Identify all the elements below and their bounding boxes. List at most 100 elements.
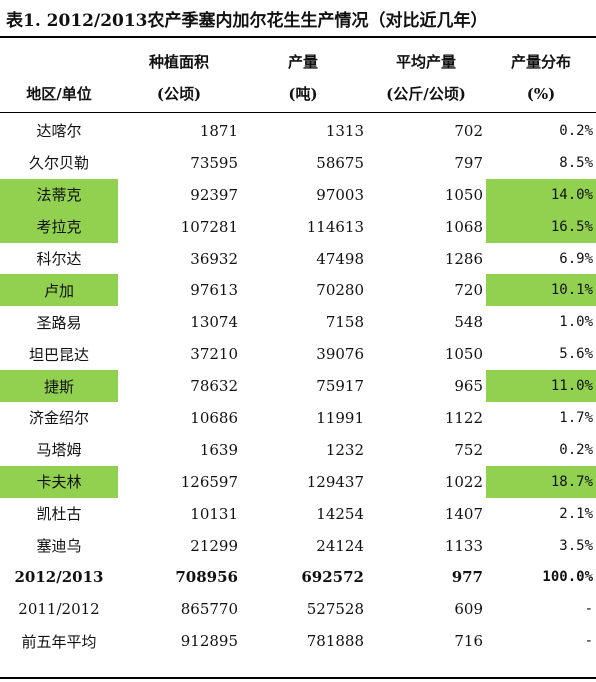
- yield-cell: 716: [454, 632, 483, 651]
- area-cell: 78632: [190, 377, 238, 396]
- table-row: 达喀尔 1871 1313 702 0.2%: [0, 115, 596, 147]
- area-cell: 97613: [190, 281, 238, 300]
- production-cell: 129437: [306, 472, 364, 491]
- production-cell: 75917: [316, 377, 364, 396]
- header-area: 种植面积 (公顷): [118, 46, 240, 110]
- yield-cell: 797: [454, 153, 483, 172]
- production-cell: 39076: [316, 345, 364, 364]
- table-row: 捷斯 78632 75917 965 11.0%: [0, 370, 596, 403]
- region-cell: 卡夫林: [0, 465, 118, 498]
- yield-cell: 720: [454, 281, 483, 300]
- region-cell: 久尔贝勒: [28, 154, 89, 173]
- region-cell: 前五年平均: [21, 632, 97, 651]
- region-cell: 法蒂克: [0, 178, 118, 211]
- yield-cell: 1122: [444, 408, 483, 427]
- table-row: 塞迪乌 21299 24124 1133 3.5%: [0, 530, 596, 562]
- header-area-line1: 种植面积: [148, 53, 209, 71]
- area-cell: 1639: [199, 440, 238, 459]
- header-share: 产量分布 (%): [486, 46, 596, 110]
- header-region-line1: [0, 46, 118, 78]
- region-cell: 2012/2013: [14, 568, 104, 587]
- area-cell: 36932: [190, 249, 238, 268]
- table-row: 济金绍尔 10686 11991 1122 1.7%: [0, 402, 596, 434]
- table-row: 久尔贝勒 73595 58675 797 8.5%: [0, 147, 596, 179]
- header-yield-line2: (公斤/公顷): [386, 85, 466, 103]
- table-row: 凯杜古 10131 14254 1407 2.1%: [0, 498, 596, 530]
- header-production: 产量 (吨): [240, 46, 366, 110]
- table-row: 2011/2012 865770 527528 609 -: [0, 593, 596, 625]
- yield-cell: 752: [454, 440, 483, 459]
- yield-cell: 1050: [444, 345, 483, 364]
- share-cell: 14.0%: [486, 178, 596, 211]
- area-cell: 107281: [180, 217, 238, 236]
- area-cell: 10686: [190, 408, 238, 427]
- table-row: 卢加 97613 70280 720 10.1%: [0, 274, 596, 307]
- yield-cell: 1133: [444, 536, 483, 555]
- header-region-line2: 地区/单位: [26, 85, 92, 103]
- area-cell: 73595: [190, 153, 238, 172]
- region-cell: 凯杜古: [36, 505, 82, 524]
- share-cell: -: [584, 633, 593, 650]
- header-share-line1: 产量分布: [510, 53, 571, 71]
- table-row: 考拉克 107281 114613 1068 16.5%: [0, 210, 596, 243]
- region-cell: 捷斯: [0, 370, 118, 403]
- share-cell: 5.6%: [559, 346, 593, 363]
- table-row: 科尔达 36932 47498 1286 6.9%: [0, 243, 596, 275]
- table-row: 马塔姆 1639 1232 752 0.2%: [0, 434, 596, 466]
- area-cell: 13074: [190, 313, 238, 332]
- production-cell: 1232: [325, 440, 364, 459]
- table-body: 达喀尔 1871 1313 702 0.2% 久尔贝勒 73595 58675 797 8.5% 法…: [0, 115, 596, 657]
- share-cell: 0.2%: [559, 441, 593, 458]
- production-cell: 7158: [325, 313, 364, 332]
- region-cell: 考拉克: [0, 210, 118, 243]
- share-cell: 16.5%: [486, 210, 596, 243]
- share-cell: 10.1%: [486, 274, 596, 307]
- area-cell: 1871: [199, 121, 238, 140]
- share-cell: 1.0%: [559, 314, 593, 331]
- region-cell: 圣路易: [36, 313, 82, 332]
- header-area-line2: (公顷): [156, 85, 202, 103]
- yield-cell: 1050: [444, 185, 483, 204]
- yield-cell: 977: [451, 568, 483, 587]
- table-row: 卡夫林 126597 129437 1022 18.7%: [0, 465, 596, 498]
- yield-cell: 548: [454, 313, 483, 332]
- region-cell: 卢加: [0, 274, 118, 307]
- yield-cell: 609: [454, 600, 483, 619]
- area-cell: 10131: [190, 504, 238, 523]
- yield-cell: 1407: [444, 504, 483, 523]
- yield-cell: 1286: [444, 249, 483, 268]
- share-cell: 0.2%: [559, 122, 593, 139]
- share-cell: 3.5%: [559, 537, 593, 554]
- table-row: 圣路易 13074 7158 548 1.0%: [0, 306, 596, 338]
- yield-cell: 965: [454, 377, 483, 396]
- area-cell: 37210: [190, 345, 238, 364]
- yield-cell: 1022: [444, 472, 483, 491]
- area-cell: 708956: [175, 568, 238, 587]
- table-row: 法蒂克 92397 97003 1050 14.0%: [0, 178, 596, 211]
- top-rule: [0, 36, 596, 38]
- header-yield-line1: 平均产量: [395, 53, 456, 71]
- production-cell: 1313: [325, 121, 364, 140]
- production-cell: 70280: [316, 281, 364, 300]
- region-cell: 坦巴昆达: [28, 345, 89, 364]
- header-yield: 平均产量 (公斤/公顷): [366, 46, 486, 110]
- share-cell: 18.7%: [486, 465, 596, 498]
- region-cell: 塞迪乌: [36, 537, 82, 556]
- area-cell: 92397: [190, 185, 238, 204]
- area-cell: 21299: [190, 536, 238, 555]
- production-cell: 14254: [316, 504, 364, 523]
- production-cell: 781888: [306, 632, 364, 651]
- region-cell: 马塔姆: [36, 441, 82, 460]
- region-cell: 2011/2012: [18, 600, 100, 619]
- production-cell: 47498: [316, 249, 364, 268]
- table-row: 前五年平均 912895 781888 716 -: [0, 625, 596, 657]
- share-cell: 100.0%: [542, 569, 593, 586]
- region-cell: 济金绍尔: [28, 409, 89, 428]
- header-production-line1: 产量: [287, 53, 318, 71]
- header-rule: [0, 112, 596, 113]
- share-cell: 11.0%: [486, 370, 596, 403]
- share-cell: 8.5%: [559, 154, 593, 171]
- area-cell: 126597: [180, 472, 238, 491]
- production-cell: 24124: [316, 536, 364, 555]
- region-cell: 科尔达: [36, 250, 82, 268]
